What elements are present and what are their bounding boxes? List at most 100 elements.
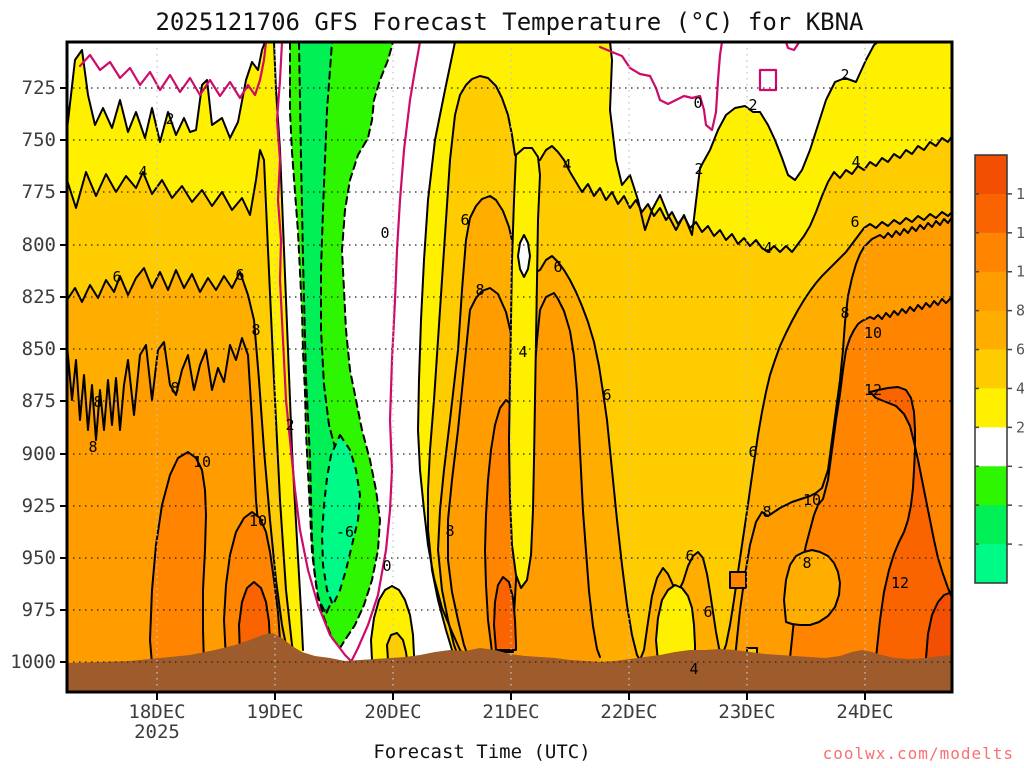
contour-labels: 2 4 6 6 8 8 8 8 10 10 2 -6 0 0 8 6 4 6 4 8 6 2 0 2 2 4 6 4 8 10 12 6 6 8 8… [88, 66, 909, 678]
colorbar-label: 14 [1016, 185, 1024, 203]
contour-label: 4 [763, 239, 772, 257]
island-8-closed [783, 549, 841, 626]
colorbar-label: -6 [1016, 535, 1024, 553]
x-tick-label: 18DEC [128, 701, 185, 723]
contour-label: 8 [170, 379, 179, 397]
contour-label: 2 [840, 66, 849, 84]
surface-pocket-23dec [655, 584, 696, 663]
x-tick-label: 24DEC [836, 701, 893, 723]
contour-label: 8 [251, 321, 260, 339]
contour-label: 8 [88, 438, 97, 456]
contour-label: 4 [138, 163, 147, 181]
x-tick-label: 20DEC [364, 701, 421, 723]
colorbar-block [975, 271, 1007, 312]
contour-label: 4 [562, 156, 571, 174]
x-tick-label: 23DEC [718, 701, 775, 723]
contour-label: 8 [93, 393, 102, 411]
contour-6-right [437, 195, 952, 661]
contour-6-left [67, 267, 288, 651]
contour-label: 6 [748, 443, 757, 461]
y-tick-label: 800 [22, 234, 56, 256]
x-tick-label: 21DEC [482, 701, 539, 723]
colorbar-block [975, 505, 1007, 545]
watermark-text: coolwx.com/modelts [822, 744, 1014, 763]
y-tick-label: 900 [22, 443, 56, 465]
colorbar-label: 4 [1016, 379, 1024, 397]
y-tick-label: 975 [22, 599, 56, 621]
contour-label: 10 [249, 512, 267, 530]
colorbar-block [975, 544, 1007, 584]
y-tick-label: 850 [22, 338, 56, 360]
y-tick-label: 725 [22, 77, 56, 99]
colorbar-border [974, 154, 1008, 584]
contour-4-left [67, 149, 296, 661]
colorbar-block [975, 193, 1007, 234]
plot-interior [67, 42, 952, 692]
contour-label: 6 [850, 213, 859, 231]
colorbar-block [975, 232, 1007, 273]
x-tick-label: 22DEC [600, 701, 657, 723]
colorbar-label: 10 [1016, 263, 1024, 281]
contour-label: 0 [693, 94, 702, 112]
contour-label: 4 [689, 660, 698, 678]
contour-label: 6 [602, 386, 611, 404]
contour-label: 0 [382, 557, 391, 575]
contour-label: 6 [112, 268, 121, 286]
y-tick-label: 925 [22, 495, 56, 517]
contour-label: 8 [475, 281, 484, 299]
zero-line-topleft [78, 42, 268, 100]
contour-10-right [789, 296, 952, 659]
x-tick-label: 19DEC [246, 701, 303, 723]
y-tick-label: 1000 [10, 651, 56, 673]
cool-channel-2-4 [508, 147, 541, 589]
colorbar-label: 2 [1016, 418, 1024, 436]
contour-label: 6 [460, 211, 469, 229]
square-pocket-1 [729, 571, 747, 589]
contour-label: 6 [703, 603, 712, 621]
contour-label: 8 [445, 522, 454, 540]
contour-label: 8 [762, 503, 771, 521]
contour-2-top-right [609, 42, 879, 236]
pocket-ge10-left-a [149, 451, 207, 665]
x-axis-year: 2025 [134, 721, 180, 743]
colorbar-block [975, 349, 1007, 389]
cold-core-le-6 [321, 434, 361, 606]
contour-label: 0 [380, 224, 389, 242]
zero-line-topright [598, 42, 724, 132]
terrain [67, 633, 952, 692]
chart-title: 2025121706 GFS Forecast Temperature (°C)… [155, 8, 864, 36]
x-axis-title: Forecast Time (UTC) [373, 741, 591, 763]
contour-8-right [734, 216, 952, 659]
colorbar: 14 12 10 8 6 4 2 -2 -4 -6 [974, 154, 1024, 584]
white-lens [517, 234, 531, 278]
colorbar-label: 6 [1016, 341, 1024, 359]
contour-label: 2 [694, 160, 703, 178]
contour-label: 2 [748, 96, 757, 114]
colorbar-block [975, 427, 1007, 467]
colorbar-block [975, 310, 1007, 351]
y-tick-label: 775 [22, 181, 56, 203]
y-tick-label: 825 [22, 286, 56, 308]
contour-12-right [869, 386, 952, 659]
contour-label: 6 [553, 258, 562, 276]
y-tick-label: 875 [22, 390, 56, 412]
y-tick-label: 950 [22, 547, 56, 569]
colorbar-label: -2 [1016, 457, 1024, 475]
contour-label: 12 [891, 574, 909, 592]
contour-label: 6 [235, 266, 244, 284]
contour-neg2 [289, 42, 394, 649]
plot-frame [65, 40, 954, 694]
contour-label: 10 [193, 453, 211, 471]
y-tick-label: 750 [22, 129, 56, 151]
contour-8-left [67, 337, 275, 646]
colorbar-block [975, 388, 1007, 428]
contour-label: -6 [336, 523, 354, 541]
contour-14-corner [925, 591, 952, 659]
colorbar-block [975, 155, 1007, 195]
zero-closed-pocket [758, 68, 778, 92]
contour-4-right [427, 75, 952, 659]
contour-label: 6 [685, 547, 694, 565]
colorbar-label: -4 [1016, 496, 1024, 514]
contour-label: 8 [840, 304, 849, 322]
